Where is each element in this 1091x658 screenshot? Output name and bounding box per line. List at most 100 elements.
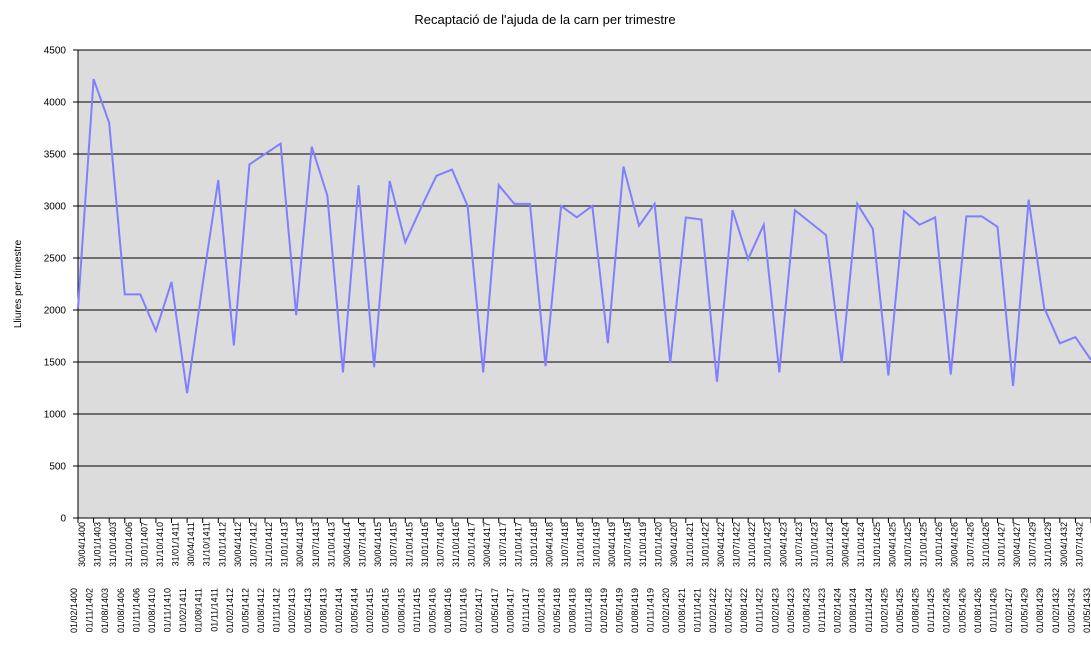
- x-tick-label: 01/02/1425: [879, 588, 889, 633]
- y-tick-label: 1500: [44, 358, 67, 369]
- x-tick-label: 01/05/1413: [303, 588, 313, 633]
- x-tick-label: 01/08/1422: [739, 588, 749, 633]
- x-tick-label: 31/01/1418: [529, 522, 539, 567]
- x-tick-label: 01/11/1425: [926, 588, 936, 632]
- x-tick-label: 30/04/1423: [778, 522, 788, 567]
- x-tick-label: 31/01/1426: [934, 522, 944, 567]
- x-tick-label: 30/04/1419: [607, 522, 617, 567]
- x-tick-label: 01/08/1424: [848, 588, 858, 633]
- x-tick-label: 01/08/1426: [973, 588, 983, 633]
- x-tick-label: 01/11/1412: [272, 588, 282, 632]
- x-tick-label: 31/10/1425: [919, 522, 929, 567]
- x-tick-label: 01/02/1419: [599, 588, 609, 633]
- data-line: [77, 78, 1091, 394]
- x-tick-label: 31/10/1412: [264, 522, 274, 567]
- x-tick-label: 31/01/1412: [217, 522, 227, 567]
- x-tick-label: 01/08/1429: [1035, 588, 1045, 633]
- x-tick-label: 01/05/1412: [240, 588, 250, 633]
- y-tick-label: 2000: [44, 306, 67, 317]
- x-tick-label: 01/05/1422: [724, 588, 734, 633]
- x-tick-label: 01/02/1412: [225, 588, 235, 633]
- y-tick-label: 500: [49, 462, 66, 473]
- x-tick-label: 30/04/1417: [482, 522, 492, 567]
- x-tick-label: 31/07/1413: [311, 522, 321, 567]
- x-tick-label: 01/08/1411: [194, 588, 204, 632]
- x-tick-label: 01/08/1416: [443, 588, 453, 633]
- x-tick-label: 01/05/1423: [786, 588, 796, 633]
- y-tick-label: 3500: [44, 150, 67, 161]
- x-tick-label: 01/08/1412: [256, 588, 266, 633]
- x-tick-label: 30/04/1413: [295, 522, 305, 567]
- x-tick-label: 01/02/1420: [661, 588, 671, 633]
- x-tick-label: 01/11/1417: [521, 588, 531, 632]
- x-tick-label: 01/11/1406: [131, 588, 141, 632]
- x-tick-label: 31/07/1416: [435, 522, 445, 567]
- x-tick-label: 01/05/1425: [895, 588, 905, 633]
- x-tick-label: 01/05/1414: [350, 588, 360, 633]
- x-tick-label: 01/11/1415: [412, 588, 422, 632]
- x-tick-label: 31/10/1429: [1043, 522, 1053, 567]
- x-tick-label: 31/10/1415: [404, 522, 414, 567]
- x-tick-label: 31/07/1417: [498, 522, 508, 567]
- x-tick-label: 01/11/1416: [459, 588, 469, 632]
- x-tick-label: 30/04/1432: [1059, 522, 1069, 567]
- chart-title: Recaptació de l'ajuda de la carn per tri…: [414, 12, 675, 27]
- x-tick-label: 01/05/1416: [427, 588, 437, 633]
- x-tick-label: 01/08/1418: [568, 588, 578, 633]
- x-tick-label: 01/08/1406: [116, 588, 126, 633]
- x-tick-label: 01/11/1426: [988, 588, 998, 632]
- x-tick-label: 01/08/1417: [505, 588, 515, 633]
- x-tick-label: 01/02/1414: [334, 588, 344, 633]
- x-tick-label: 01/05/1432: [1066, 588, 1076, 633]
- y-tick-label: 4500: [44, 46, 67, 57]
- x-tick-label: 01/02/1400: [69, 588, 79, 633]
- x-tick-label: 01/11/1422: [755, 588, 765, 632]
- x-tick-label: 30/04/1418: [545, 522, 555, 567]
- x-tick-label: 01/08/1413: [318, 588, 328, 633]
- x-tick-label: 01/08/1419: [630, 588, 640, 633]
- x-tick-label: 30/04/1412: [233, 522, 243, 567]
- x-tick-label: 30/04/1400: [77, 522, 87, 567]
- x-tick-label: 31/10/1416: [451, 522, 461, 567]
- x-tick-label: 31/10/1413: [326, 522, 336, 567]
- x-tick-label: 31/10/1406: [124, 522, 134, 567]
- x-tick-label: 01/11/1423: [817, 588, 827, 632]
- x-tick-label: 01/05/1418: [552, 588, 562, 633]
- x-tick-label: 31/01/1423: [763, 522, 773, 567]
- x-tick-label: 31/10/1422: [747, 522, 757, 567]
- x-tick-label: 31/10/1403: [108, 522, 118, 567]
- x-tick-label: 31/07/1423: [794, 522, 804, 567]
- x-tick-label: 30/04/1420: [669, 522, 679, 567]
- x-tick-label: 01/05/1429: [1020, 588, 1030, 633]
- x-tick-label: 01/11/1424: [864, 588, 874, 632]
- x-tick-label: 01/11/1419: [646, 588, 656, 632]
- x-tick-label: 31/10/1417: [513, 522, 523, 567]
- x-tick-label: 31/01/1427: [996, 522, 1006, 567]
- x-tick-label: 01/02/1418: [537, 588, 547, 633]
- x-tick-label: 31/10/1411: [202, 522, 212, 566]
- x-tick-label: 30/04/1427: [1012, 522, 1022, 567]
- x-tick-label: 30/04/1415: [373, 522, 383, 567]
- x-tick-label: 01/02/1426: [942, 588, 952, 633]
- x-tick-label: 31/01/1425: [872, 522, 882, 567]
- y-tick-label: 2500: [44, 254, 67, 265]
- x-tick-label: 30/04/1414: [342, 522, 352, 567]
- x-tick-label: 01/05/1419: [614, 588, 624, 633]
- x-tick-label: 31/01/1422: [700, 522, 710, 567]
- x-tick-label: 01/02/1417: [474, 588, 484, 633]
- y-tick-label: 0: [60, 514, 66, 525]
- y-tick-label: 3000: [44, 202, 67, 213]
- y-tick-label: 4000: [44, 98, 67, 109]
- x-tick-label: 31/07/1412: [248, 522, 258, 567]
- x-tick-label: 01/02/1422: [708, 588, 718, 633]
- x-tick-label: 31/10/1418: [576, 522, 586, 567]
- x-tick-label: 30/04/1426: [950, 522, 960, 567]
- x-tick-label: 01/05/1433: [1082, 588, 1091, 633]
- x-tick-label: 31/01/1420: [654, 522, 664, 567]
- x-tick-label: 31/07/1418: [560, 522, 570, 567]
- y-tick-label: 1000: [44, 410, 67, 421]
- x-tick-label: 31/07/1425: [903, 522, 913, 567]
- x-tick-label: 01/02/1423: [770, 588, 780, 633]
- x-tick-label: 31/07/1422: [732, 522, 742, 567]
- x-tick-label: 01/02/1413: [287, 588, 297, 633]
